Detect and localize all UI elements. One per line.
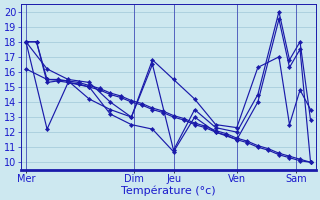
X-axis label: Température (°c): Température (°c) <box>121 185 216 196</box>
